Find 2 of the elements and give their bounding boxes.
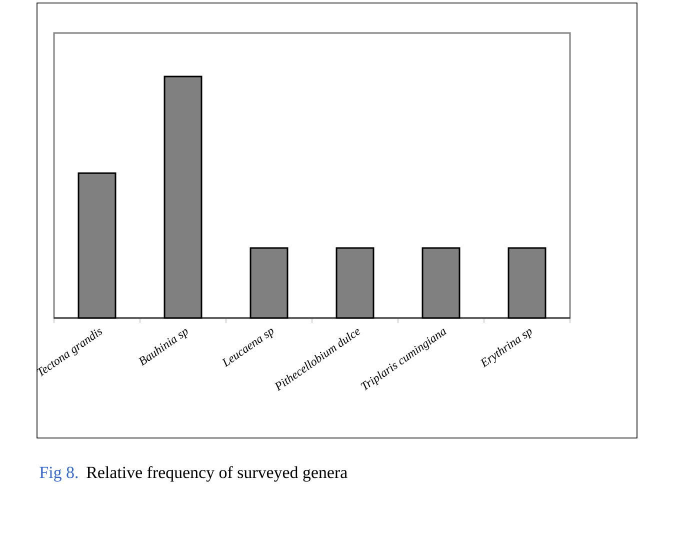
text: Relative frequency of surveyed genera (86, 466, 348, 482)
caption: Fig 8. (40, 466, 78, 482)
